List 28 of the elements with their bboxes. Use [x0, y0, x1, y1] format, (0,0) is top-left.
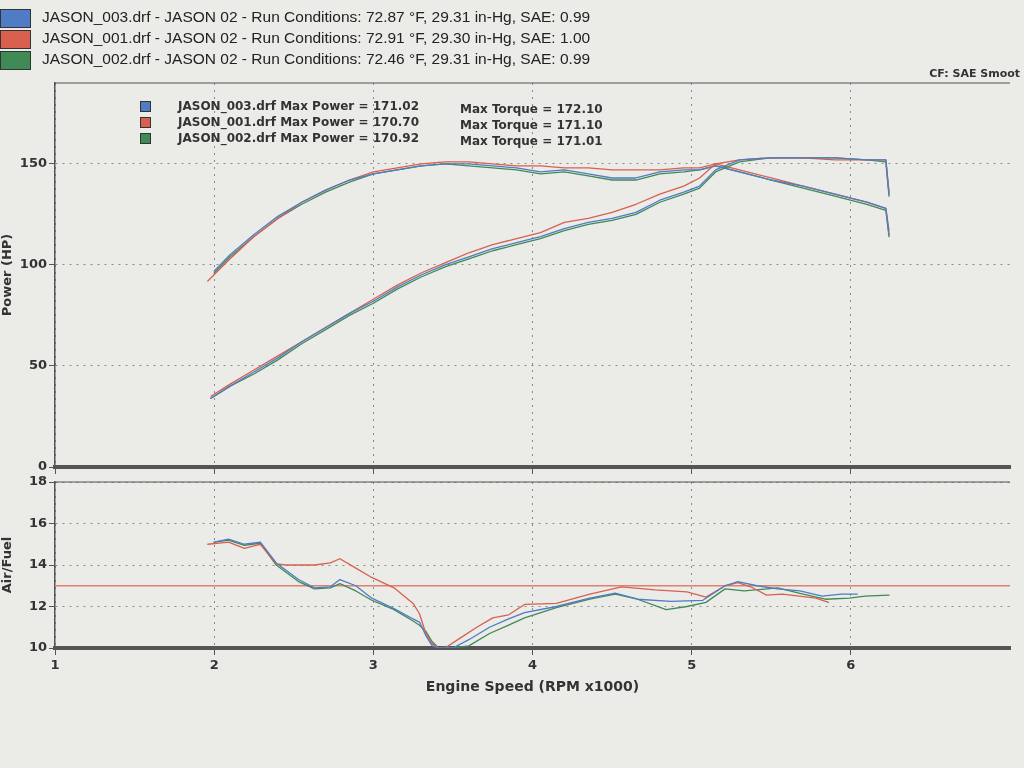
- x-tick-label: 1: [50, 657, 60, 673]
- y-axis-title: Air/Fuel: [0, 536, 15, 594]
- text: CF: SAE Smoot: [929, 67, 1020, 80]
- y-tick-label: 16: [28, 514, 47, 530]
- annotation: Max Torque = 172.10: [460, 102, 603, 117]
- y-axis-title: Power (HP): [0, 233, 15, 317]
- y-tick-label: 50: [28, 357, 47, 373]
- x-tick-label: 6: [846, 657, 856, 673]
- x-tick-label: 3: [368, 657, 378, 673]
- x-tick-label: 2: [209, 657, 219, 673]
- annotation: Max Torque = 171.01: [460, 134, 603, 149]
- y-tick-label: 18: [28, 473, 47, 489]
- text: JASON_001.drf - JASON 02 - Run Conditions: 72.91 °F, 29.30 in-Hg, SAE: 1.00: [42, 29, 591, 47]
- legend-label: JASON_002.drf Max Power = 170.92: [178, 131, 420, 146]
- y-tick-label: 12: [28, 597, 47, 613]
- y-tick-label: 0: [37, 458, 47, 474]
- y-tick-label: 100: [19, 256, 47, 272]
- y-tick-label: 10: [28, 639, 47, 655]
- legend-label: JASON_001.drf Max Power = 170.70: [178, 115, 420, 130]
- y-tick-label: 14: [28, 556, 47, 572]
- x-tick-label: 4: [527, 657, 538, 673]
- y-tick-label: 150: [19, 155, 47, 171]
- legend-label: JASON_003.drf Max Power = 171.02: [178, 99, 420, 114]
- x-axis-title: Engine Speed (RPM x1000): [425, 678, 640, 695]
- x-tick-label: 5: [687, 657, 697, 673]
- text: JASON_002.drf - JASON 02 - Run Conditions: 72.46 °F, 29.31 in-Hg, SAE: 0.99: [42, 50, 591, 68]
- text: JASON_003.drf - JASON 02 - Run Conditions: 72.87 °F, 29.31 in-Hg, SAE: 0.99: [42, 8, 591, 26]
- annotation: Max Torque = 171.10: [460, 118, 603, 133]
